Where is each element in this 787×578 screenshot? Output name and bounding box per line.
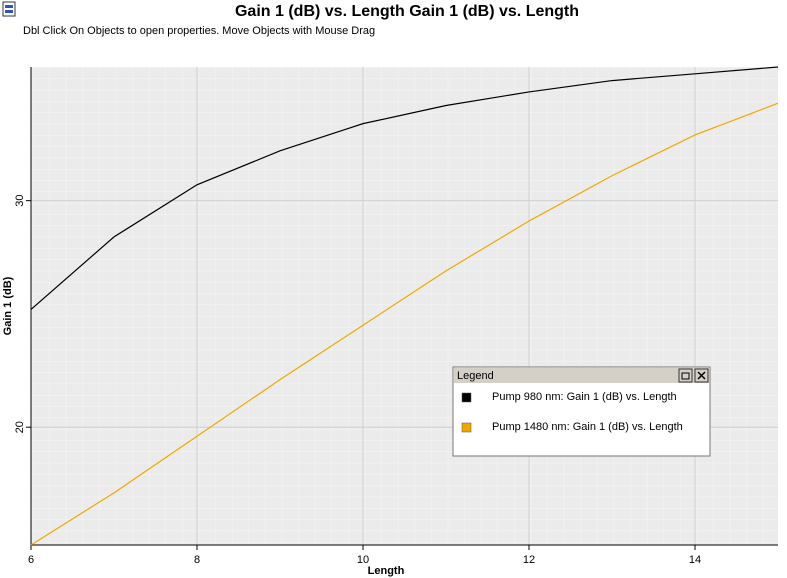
legend-swatch	[461, 392, 472, 403]
x-tick-label: 6	[28, 554, 34, 566]
legend-label: Pump 980 nm: Gain 1 (dB) vs. Length	[492, 391, 677, 403]
x-tick-label: 14	[689, 554, 701, 566]
legend-close-button[interactable]	[694, 368, 709, 383]
y-tick-label: 20	[14, 421, 26, 433]
series-line	[30, 102, 779, 546]
window-icon	[2, 1, 16, 17]
legend-titlebar	[454, 368, 709, 383]
legend-label: Pump 1480 nm: Gain 1 (dB) vs. Length	[492, 421, 683, 433]
x-tick-label: 8	[194, 554, 200, 566]
x-tick-label: 10	[357, 554, 369, 566]
plot-area	[31, 67, 778, 545]
chart-subtitle: Dbl Click On Objects to open properties.…	[23, 25, 375, 37]
plot: 20 30 6 8 10 12 14	[14, 66, 779, 566]
legend-restore-button[interactable]	[678, 368, 693, 383]
chart-title: Gain 1 (dB) vs. Length Gain 1 (dB) vs. L…	[235, 3, 579, 20]
legend-items: Pump 980 nm: Gain 1 (dB) vs. Length Pump …	[461, 391, 683, 433]
x-axis-label: Length	[368, 565, 405, 577]
legend-title: Legend	[457, 370, 494, 382]
y-tick-label: 30	[14, 195, 26, 207]
y-axis-label: Gain 1 (dB)	[2, 276, 14, 335]
series-line	[30, 66, 779, 310]
legend: Legend Pump 980 nm: Gain 1 (dB) vs. Leng…	[452, 366, 711, 457]
legend-swatch	[461, 422, 472, 433]
x-tick-label: 12	[523, 554, 535, 566]
